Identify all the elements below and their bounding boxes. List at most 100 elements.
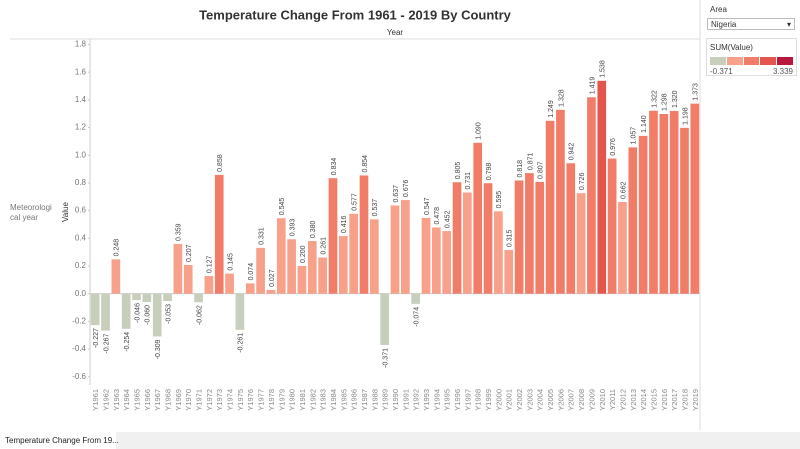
x-tick-label: Y1988 [370,389,379,411]
x-tick-label: Y1965 [133,389,142,411]
x-tick-label: Y1981 [298,389,307,411]
value-label: 0.452 [445,210,452,228]
x-tick-label: Y1994 [432,389,441,411]
bar [266,289,276,294]
x-tick-label: Y1992 [412,389,421,411]
bar [101,293,110,331]
y-tick-label: 1.6 [75,67,87,76]
x-tick-label: Y1998 [474,389,483,411]
bar [245,283,255,294]
legend-swatch [743,57,760,65]
value-label: 0.537 [372,199,379,217]
value-label: -0.267 [103,334,110,354]
bar [463,192,472,294]
x-tick-label: Y1973 [215,389,224,411]
x-tick-label: Y2005 [546,389,555,411]
value-label: 0.547 [424,197,431,215]
value-label: 0.637 [393,185,400,203]
bar [349,213,358,294]
bar [669,110,679,294]
value-label: 0.805 [455,162,462,180]
bar [400,200,410,294]
filter-title: Area [710,5,727,14]
bar [432,227,441,294]
value-label: 1.328 [558,89,565,107]
value-label: -0.062 [196,305,203,325]
bar [214,174,224,294]
bar [380,293,390,346]
bar [690,103,700,294]
dropdown-arrow[interactable]: ▾ [786,20,791,29]
y-tick-label: -0.2 [72,316,86,325]
legend-title: SUM(Value) [710,43,753,52]
value-label: -0.053 [165,304,172,324]
x-tick-label: Y2018 [680,389,689,411]
tab[interactable] [0,432,116,449]
x-tick-label: Y2012 [618,389,627,411]
value-label: 0.676 [403,179,410,197]
bar [618,202,627,294]
y-tick-label: 0.2 [75,261,87,270]
y-tick-label: 0.8 [75,178,87,187]
bar [566,163,576,294]
bar [142,293,152,302]
value-label: 0.027 [269,269,276,287]
value-label: 1.140 [641,115,648,133]
value-label: 1.419 [589,77,596,95]
value-label: 0.261 [320,237,327,255]
x-tick-label: Y2011 [608,389,617,410]
value-label: 0.393 [289,219,296,237]
bar [390,205,400,294]
value-label: 0.834 [331,158,338,176]
x-tick-label: Y1997 [463,389,472,411]
value-label: 0.145 [227,253,234,271]
value-label: 0.359 [176,223,183,241]
bar [338,236,348,294]
value-label: 0.818 [517,160,524,178]
y-tick-label: 1.0 [75,150,87,159]
x-tick-label: Y1963 [112,389,121,411]
bar [194,293,203,303]
x-tick-label: Y1977 [257,389,266,411]
x-tick-label: Y1989 [381,389,390,411]
bar [204,276,214,294]
x-tick-label: Y1996 [453,389,462,411]
x-tick-label: Y1961 [91,389,100,411]
y-tick-label: 0.0 [75,289,87,298]
bar [587,97,596,294]
value-label: 0.976 [610,138,617,156]
x-tick-label: Y1975 [236,389,245,411]
x-tick-label: Y2013 [629,389,638,411]
value-label: 1.322 [651,90,658,108]
legend-swatch [710,57,726,65]
bar [359,175,369,294]
value-label: 1.538 [600,60,607,78]
value-label: 0.731 [465,172,472,190]
value-label: 0.662 [620,181,627,199]
bar [369,219,379,294]
value-label: 0.207 [186,244,193,262]
x-tick-label: Y1999 [484,389,493,411]
value-label: -0.309 [155,339,162,359]
filter-dropdown[interactable]: Nigeria ▾ [707,18,795,30]
tab-label[interactable]: Temperature Change From 19... [5,436,119,445]
value-label: 0.200 [300,245,307,263]
x-tick-label: Y1964 [122,389,131,411]
color-legend: SUM(Value) -0.371 3.339 [706,38,797,76]
bar [556,109,565,294]
x-tick-label: Y1968 [164,389,173,411]
x-tick-label: Y1966 [143,389,152,411]
filter-value[interactable]: Nigeria [711,20,737,29]
value-label: -0.371 [383,348,390,368]
x-tick-label: Y2004 [536,389,545,411]
tab-bar [0,432,800,449]
x-tick-label: Y1980 [288,389,297,411]
x-tick-label: Y1993 [422,389,431,411]
x-tick-label: Y1987 [360,389,369,411]
legend-swatch [760,57,777,65]
bar [597,80,607,294]
x-tick-label: Y2015 [649,389,658,411]
x-tick-label: Y1971 [195,389,204,411]
value-label: 0.854 [362,155,369,173]
